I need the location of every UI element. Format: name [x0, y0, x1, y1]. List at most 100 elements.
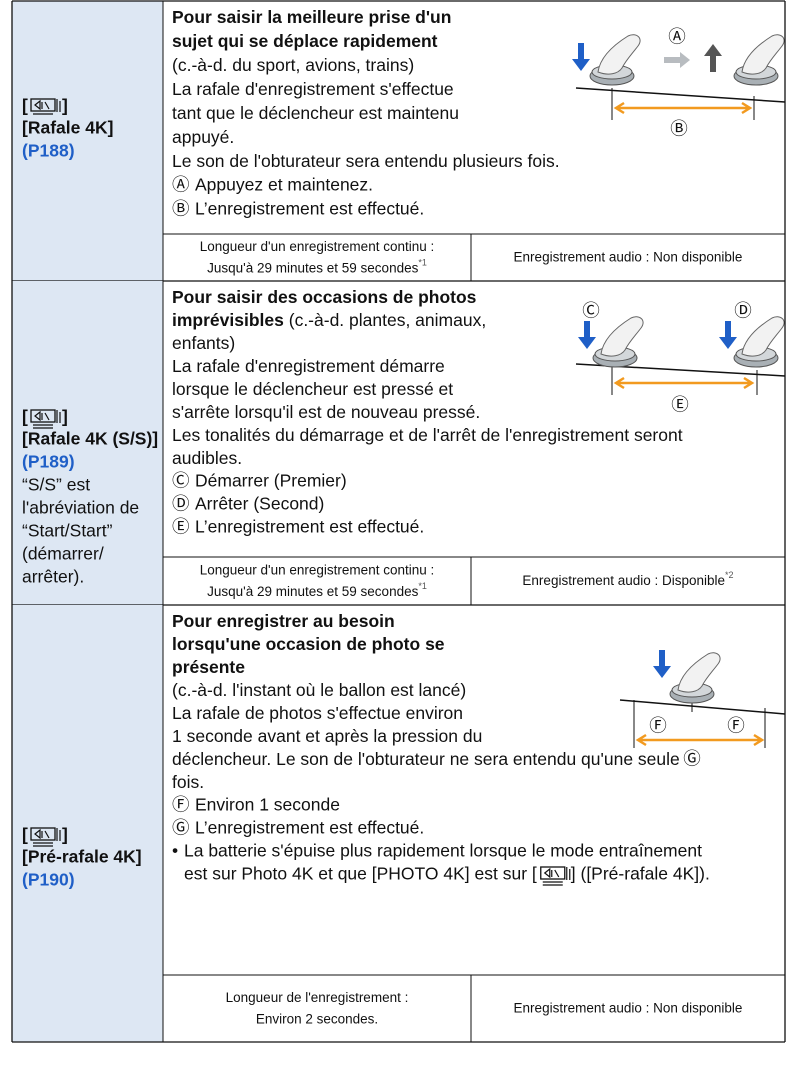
- body-line: Pour saisir la meilleure prise d'un: [172, 7, 451, 27]
- body-line: Pour saisir des occasions de photos: [172, 287, 477, 307]
- bracket: [: [22, 825, 28, 845]
- body-line: La rafale d'enregistrement s'effectue: [172, 79, 454, 99]
- bracket: [: [22, 407, 28, 427]
- mode-icon: [540, 866, 566, 880]
- bracket: ]: [62, 825, 68, 845]
- value: Jusqu'à 29 minutes et 59 secondes: [207, 584, 418, 599]
- mode-note: “Start/Start”: [22, 521, 113, 541]
- span-arrow: [613, 101, 753, 115]
- text-run: lorsqu'une occasion de photo se: [172, 634, 445, 654]
- legend-mark: Ⓒ: [172, 471, 190, 491]
- text-run: La rafale d'enregistrement démarre: [172, 356, 445, 376]
- mode-note: “S/S” est: [22, 475, 90, 495]
- page-ref: (P190): [22, 870, 75, 890]
- mode-note: arrêter).: [22, 567, 84, 587]
- finger: [741, 316, 785, 357]
- diagram-label: Ⓕ: [649, 716, 667, 736]
- diagram-label: Ⓑ: [670, 119, 688, 139]
- legend-text: Démarrer (Premier): [195, 471, 347, 491]
- body-line: La rafale de photos s'effectue environ: [172, 703, 463, 723]
- audio: Enregistrement audio : Disponible*2: [522, 570, 733, 587]
- body-line: (c.-à-d. du sport, avions, trains): [172, 55, 414, 75]
- body-line: déclencheur. Le son de l'obturateur ne s…: [172, 749, 680, 769]
- legend-text: L’enregistrement est effectué.: [195, 818, 424, 838]
- text-run: (c.-à-d. l'instant où le ballon est lanc…: [172, 680, 466, 700]
- value: Enregistrement audio : Non disponible: [514, 249, 743, 264]
- mode-icon: [34, 99, 61, 112]
- mode-icon: [30, 409, 56, 423]
- diagram-label: Ⓐ: [668, 27, 686, 47]
- mode-note: (démarrer/: [22, 544, 104, 564]
- note-line: est sur Photo 4K et que [PHOTO 4K] est s…: [184, 864, 537, 884]
- audio: Enregistrement audio : Non disponible: [514, 1000, 743, 1015]
- bracket: ]: [62, 96, 68, 116]
- arrow-down: [653, 650, 671, 678]
- legend-text: Appuyez et maintenez.: [195, 175, 373, 195]
- duration-label: Longueur d'un enregistrement continu :: [200, 563, 434, 578]
- label-cell: [12, 281, 163, 605]
- audio: Enregistrement audio : Non disponible: [514, 249, 743, 264]
- rule: [619, 699, 786, 715]
- arrow-down: [572, 43, 590, 71]
- mode-icon: [30, 827, 56, 841]
- mode-icon: [543, 867, 571, 880]
- text-run: La rafale de photos s'effectue environ: [172, 703, 463, 723]
- body-line: Les tonalités du démarrage et de l'arrêt…: [172, 425, 683, 445]
- body-line: s'arrête lorsqu'il est de nouveau pressé…: [172, 402, 480, 422]
- body-line: Pour enregistrer au besoin: [172, 611, 395, 631]
- page-ref: (P188): [22, 141, 75, 161]
- text-run: appuyé.: [172, 127, 234, 147]
- text-run: présente: [172, 657, 245, 677]
- text-run: 1 seconde avant et après la pression du: [172, 726, 482, 746]
- note-line: ] ([Pré-rafale 4K]).: [571, 864, 710, 884]
- body-line: La rafale d'enregistrement démarre: [172, 356, 445, 376]
- text-run: Le son de l'obturateur sera entendu plus…: [172, 151, 560, 171]
- text-run: tant que le déclencheur est maintenu: [172, 103, 459, 123]
- duration-value: Jusqu'à 29 minutes et 59 secondes*1: [207, 258, 427, 275]
- duration-label: Longueur de l'enregistrement :: [226, 990, 409, 1005]
- legend-mark: Ⓓ: [172, 494, 190, 514]
- body-line: fois.: [172, 772, 204, 792]
- arrow-up: [704, 44, 722, 72]
- duration-label: Longueur d'un enregistrement continu :: [200, 239, 434, 254]
- text-run: lorsque le déclencheur est pressé et: [172, 379, 453, 399]
- text-run: Les tonalités du démarrage et de l'arrêt…: [172, 425, 683, 445]
- mode-icon: [542, 881, 563, 886]
- mode-icon: [34, 828, 61, 841]
- finger: [597, 34, 641, 75]
- mode-name: [Rafale 4K]: [22, 118, 113, 138]
- footnote: *2: [725, 570, 734, 580]
- note-line: La batterie s'épuise plus rapidement lor…: [184, 841, 702, 861]
- body-line: lorsque le déclencheur est pressé et: [172, 379, 453, 399]
- text-run: imprévisibles: [172, 310, 284, 330]
- text-run: (c.-à-d. du sport, avions, trains): [172, 55, 414, 75]
- value: Jusqu'à 29 minutes et 59 secondes: [207, 260, 418, 275]
- legend-text: Arrêter (Second): [195, 494, 324, 514]
- bracket: ]: [62, 407, 68, 427]
- arrow-right: [664, 52, 690, 68]
- mode-note: l'abréviation de: [22, 498, 139, 518]
- diagram-label: Ⓖ: [683, 749, 701, 769]
- text-run: déclencheur. Le son de l'obturateur ne s…: [172, 749, 680, 769]
- value: Enregistrement audio : Disponible: [522, 573, 725, 588]
- diagram-label: Ⓓ: [734, 301, 752, 321]
- span-arrow: [613, 376, 755, 390]
- body-line: lorsqu'une occasion de photo se: [172, 634, 445, 654]
- mode-name: [Rafale 4K (S/S)]: [22, 429, 158, 449]
- text-run: enfants): [172, 333, 235, 353]
- text-run: (c.-à-d. plantes, animaux,: [284, 310, 486, 330]
- legend-mark: Ⓕ: [172, 795, 190, 815]
- rule: [575, 87, 786, 103]
- bullet: •: [172, 841, 178, 861]
- diagram-label: Ⓒ: [582, 301, 600, 321]
- body-line: enfants): [172, 333, 235, 353]
- body-line: audibles.: [172, 448, 242, 468]
- duration-value: Environ 2 secondes.: [256, 1011, 378, 1026]
- text-run: La rafale d'enregistrement s'effectue: [172, 79, 454, 99]
- body-line: (c.-à-d. l'instant où le ballon est lanc…: [172, 680, 466, 700]
- legend-text: L’enregistrement est effectué.: [195, 199, 424, 219]
- bracket: [: [22, 96, 28, 116]
- diagram-label: Ⓕ: [727, 716, 745, 736]
